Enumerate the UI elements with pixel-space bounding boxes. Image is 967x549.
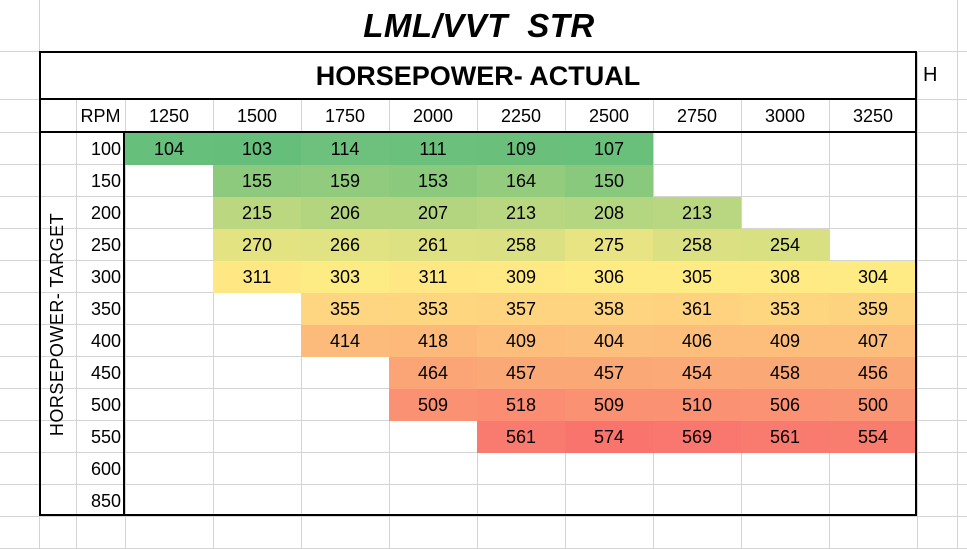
data-cell[interactable]: 407 bbox=[829, 325, 917, 357]
data-cell[interactable]: 311 bbox=[389, 261, 477, 293]
data-cell[interactable]: 107 bbox=[565, 133, 653, 165]
data-cell[interactable]: 153 bbox=[389, 165, 477, 197]
target-row-label[interactable]: 600 bbox=[90, 458, 121, 479]
data-cell[interactable]: 509 bbox=[565, 389, 653, 421]
rpm-column-header[interactable]: 2000 bbox=[412, 105, 454, 126]
table-border bbox=[39, 51, 917, 516]
adjacent-cell-text[interactable]: H bbox=[923, 64, 938, 86]
data-cell[interactable]: 305 bbox=[653, 261, 741, 293]
data-cell[interactable]: 418 bbox=[389, 325, 477, 357]
data-cell[interactable]: 309 bbox=[477, 261, 565, 293]
data-cell[interactable]: 159 bbox=[301, 165, 389, 197]
data-cell[interactable]: 518 bbox=[477, 389, 565, 421]
data-cell[interactable]: 458 bbox=[741, 357, 829, 389]
data-cell[interactable]: 359 bbox=[829, 293, 917, 325]
data-cell[interactable]: 215 bbox=[213, 197, 301, 229]
data-cell[interactable]: 258 bbox=[653, 229, 741, 261]
data-cell[interactable]: 406 bbox=[653, 325, 741, 357]
data-cell[interactable]: 561 bbox=[741, 421, 829, 453]
data-cell[interactable]: 103 bbox=[213, 133, 301, 165]
data-cell[interactable]: 164 bbox=[477, 165, 565, 197]
gridline-vertical bbox=[957, 0, 958, 549]
data-cell[interactable]: 506 bbox=[741, 389, 829, 421]
data-cell[interactable]: 500 bbox=[829, 389, 917, 421]
target-row-label[interactable]: 200 bbox=[90, 202, 121, 223]
rpm-column-header[interactable]: 3250 bbox=[852, 105, 894, 126]
data-cell[interactable]: 275 bbox=[565, 229, 653, 261]
data-cell[interactable]: 261 bbox=[389, 229, 477, 261]
data-cell[interactable]: 266 bbox=[301, 229, 389, 261]
data-cell[interactable]: 207 bbox=[389, 197, 477, 229]
rpm-row-divider bbox=[39, 131, 917, 133]
rpm-column-header[interactable]: 2500 bbox=[588, 105, 630, 126]
data-cell[interactable]: 213 bbox=[653, 197, 741, 229]
data-cell[interactable]: 114 bbox=[301, 133, 389, 165]
sheet-title: LML/VVT STR bbox=[40, 0, 918, 52]
rpm-column-header[interactable]: 2250 bbox=[500, 105, 542, 126]
data-cell[interactable]: 304 bbox=[829, 261, 917, 293]
rpm-column-header[interactable]: 1250 bbox=[148, 105, 190, 126]
target-row-label[interactable]: 250 bbox=[90, 234, 121, 255]
table-header-actual: HORSEPOWER- ACTUAL bbox=[41, 53, 915, 99]
data-cell[interactable]: 353 bbox=[389, 293, 477, 325]
rpm-column-header[interactable]: 2750 bbox=[676, 105, 718, 126]
data-cell[interactable]: 270 bbox=[213, 229, 301, 261]
data-cell[interactable]: 510 bbox=[653, 389, 741, 421]
target-row-label[interactable]: 300 bbox=[90, 266, 121, 287]
row-label-divider bbox=[123, 131, 125, 516]
target-row-label[interactable]: 400 bbox=[90, 330, 121, 351]
data-cell[interactable]: 357 bbox=[477, 293, 565, 325]
data-cell[interactable]: 574 bbox=[565, 421, 653, 453]
data-cell[interactable]: 409 bbox=[477, 325, 565, 357]
data-cell[interactable]: 414 bbox=[301, 325, 389, 357]
data-cell[interactable]: 303 bbox=[301, 261, 389, 293]
gridline-vertical bbox=[917, 0, 918, 549]
target-row-label[interactable]: 450 bbox=[90, 362, 121, 383]
data-cell[interactable]: 561 bbox=[477, 421, 565, 453]
data-cell[interactable]: 311 bbox=[213, 261, 301, 293]
data-cell[interactable]: 150 bbox=[565, 165, 653, 197]
rpm-label[interactable]: RPM bbox=[80, 105, 121, 126]
data-cell[interactable]: 464 bbox=[389, 357, 477, 389]
data-cell[interactable]: 454 bbox=[653, 357, 741, 389]
data-cell[interactable]: 457 bbox=[477, 357, 565, 389]
data-cell[interactable]: 569 bbox=[653, 421, 741, 453]
data-cell[interactable]: 456 bbox=[829, 357, 917, 389]
data-cell[interactable]: 109 bbox=[477, 133, 565, 165]
rpm-column-header[interactable]: 3000 bbox=[764, 105, 806, 126]
data-cell[interactable]: 213 bbox=[477, 197, 565, 229]
data-cell[interactable]: 355 bbox=[301, 293, 389, 325]
rpm-column-header[interactable]: 1500 bbox=[236, 105, 278, 126]
data-cell[interactable]: 409 bbox=[741, 325, 829, 357]
rpm-column-header[interactable]: 1750 bbox=[324, 105, 366, 126]
header-divider bbox=[39, 98, 917, 100]
target-row-label[interactable]: 550 bbox=[90, 426, 121, 447]
data-cell[interactable]: 208 bbox=[565, 197, 653, 229]
data-cell[interactable]: 206 bbox=[301, 197, 389, 229]
data-cell[interactable]: 104 bbox=[125, 133, 213, 165]
data-cell[interactable]: 353 bbox=[741, 293, 829, 325]
target-row-label[interactable]: 850 bbox=[90, 490, 121, 511]
data-cell[interactable]: 457 bbox=[565, 357, 653, 389]
data-cell[interactable]: 155 bbox=[213, 165, 301, 197]
data-cell[interactable]: 306 bbox=[565, 261, 653, 293]
data-cell[interactable]: 254 bbox=[741, 229, 829, 261]
data-cell[interactable]: 111 bbox=[389, 133, 477, 165]
data-cell[interactable]: 554 bbox=[829, 421, 917, 453]
target-row-label[interactable]: 150 bbox=[90, 170, 121, 191]
data-cell[interactable]: 361 bbox=[653, 293, 741, 325]
target-row-label[interactable]: 500 bbox=[90, 394, 121, 415]
target-row-label[interactable]: 350 bbox=[90, 298, 121, 319]
data-cell[interactable]: 308 bbox=[741, 261, 829, 293]
data-cell[interactable]: 258 bbox=[477, 229, 565, 261]
data-cell[interactable]: 509 bbox=[389, 389, 477, 421]
target-row-label[interactable]: 100 bbox=[90, 138, 121, 159]
data-cell[interactable]: 404 bbox=[565, 325, 653, 357]
data-cell[interactable]: 358 bbox=[565, 293, 653, 325]
